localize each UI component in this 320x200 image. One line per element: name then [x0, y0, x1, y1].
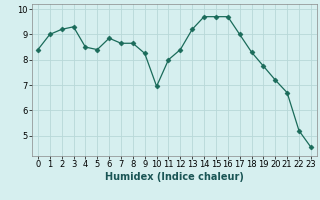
X-axis label: Humidex (Indice chaleur): Humidex (Indice chaleur): [105, 172, 244, 182]
